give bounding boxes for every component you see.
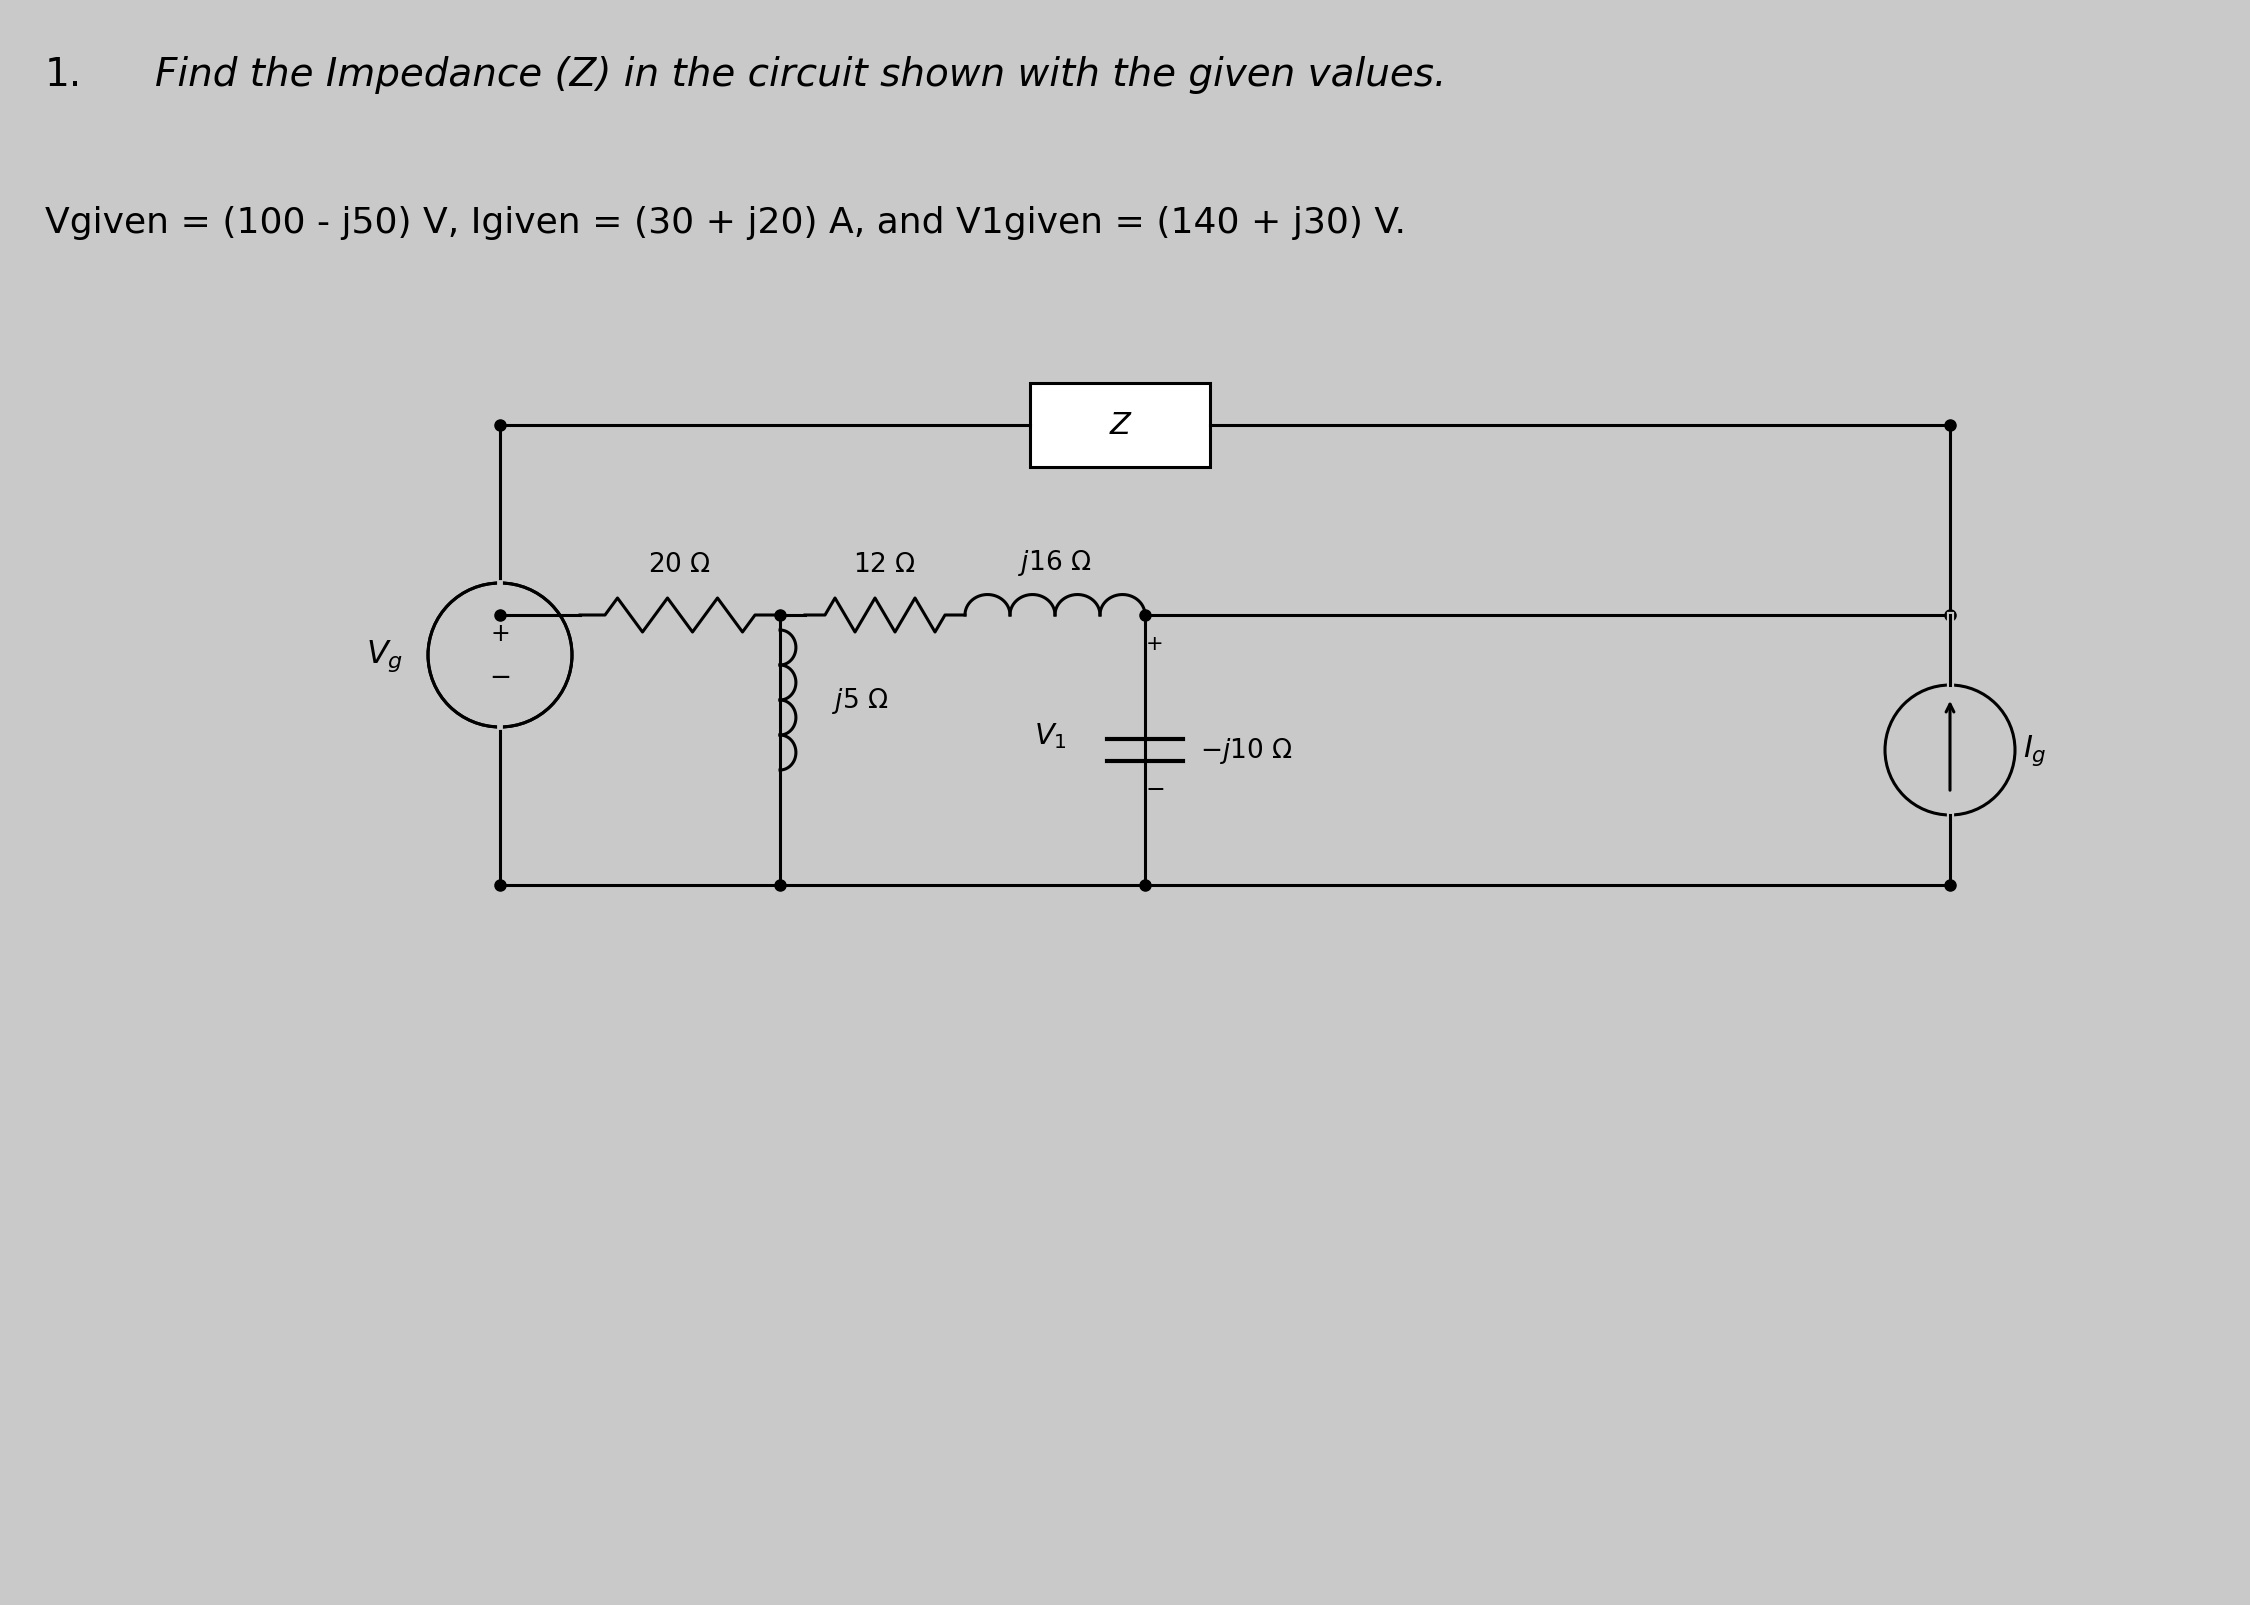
Text: 1.: 1. [45,56,83,95]
Text: 12 $\Omega$: 12 $\Omega$ [853,552,916,578]
Text: Z: Z [1109,411,1130,440]
Text: $I_g$: $I_g$ [2023,733,2048,767]
Text: $j$16 $\Omega$: $j$16 $\Omega$ [1019,547,1091,578]
Text: Find the Impedance (Z) in the circuit shown with the given values.: Find the Impedance (Z) in the circuit sh… [155,56,1447,95]
Text: $-j$10 $\Omega$: $-j$10 $\Omega$ [1199,735,1291,766]
Text: +: + [490,621,511,645]
Text: $V_g$: $V_g$ [367,637,403,674]
Text: $V_1$: $V_1$ [1033,721,1066,751]
Text: 20 $\Omega$: 20 $\Omega$ [648,552,711,578]
Text: +: + [1145,634,1163,653]
Text: $j$5 $\Omega$: $j$5 $\Omega$ [832,685,889,716]
Text: Vgiven = (100 - j50) V, Igiven = (30 + j20) A, and V1given = (140 + j30) V.: Vgiven = (100 - j50) V, Igiven = (30 + j… [45,205,1406,239]
Text: −: − [1145,777,1166,801]
FancyBboxPatch shape [1030,384,1210,467]
Text: −: − [488,664,511,690]
